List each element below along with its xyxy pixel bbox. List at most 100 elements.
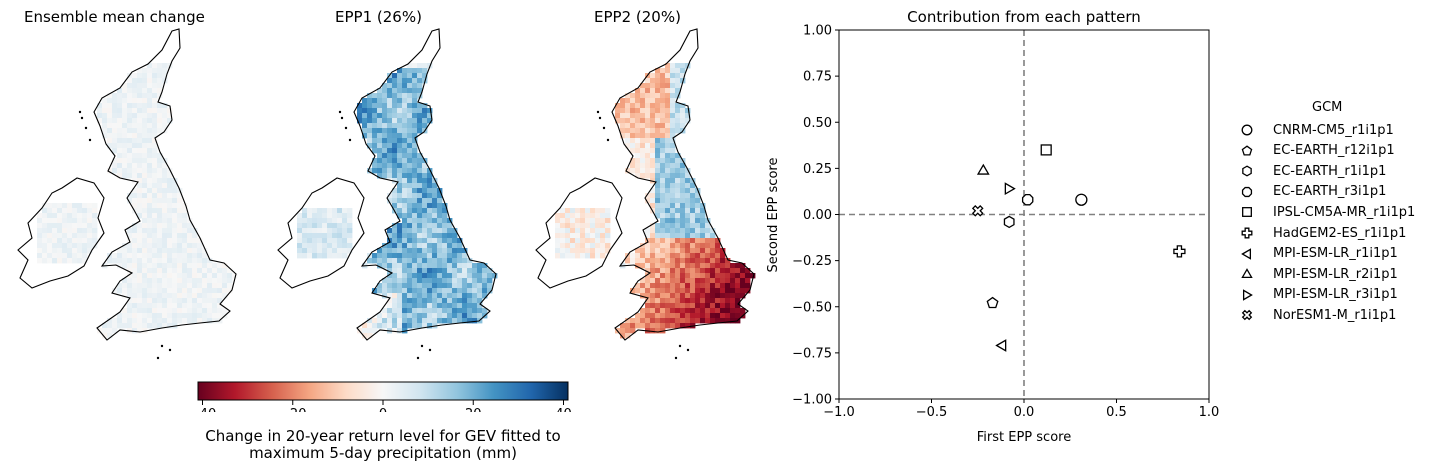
colorbar-tick-label: −20 [279, 407, 306, 412]
legend-title: GCM [1312, 100, 1343, 115]
coastline-ireland [277, 177, 365, 289]
map-title-epp2: EPP2 (20%) [594, 8, 681, 26]
map-field [297, 63, 498, 339]
legend-entry: MPI-ESM-LR_r3i1p1 [1238, 286, 1398, 304]
legend-marker [1241, 144, 1253, 156]
legend-entry: MPI-ESM-LR_r1i1p1 [1238, 245, 1398, 263]
island [348, 138, 352, 142]
legend-marker-icon [1241, 268, 1253, 279]
coastline-great-britain [353, 28, 497, 341]
map-title-ensemble-mean: Ensemble mean change [24, 8, 205, 26]
map-epp1 [277, 28, 498, 360]
legend-entry: NorESM1-M_r1i1p1 [1238, 306, 1396, 324]
data-point-ec-earth_r12i1p1 [986, 296, 999, 309]
island [678, 344, 682, 348]
legend-marker-icon [1241, 310, 1253, 321]
colorbar: −40 −20 0 20 40 [189, 381, 572, 412]
y-tick-label: 0.50 [803, 116, 832, 131]
legend-entry: HadGEM2-ES_r1i1p1 [1238, 224, 1406, 242]
colorbar-tick-label: −40 [189, 407, 216, 412]
colorbar-tick-label: 0 [379, 407, 387, 412]
island [674, 356, 678, 360]
island [686, 348, 690, 352]
data-point-hadgem2-es_r1i1p1 [1173, 245, 1186, 258]
island [84, 126, 88, 130]
legend-label: CNRM-CM5_r1i1p1 [1273, 122, 1394, 138]
map-field [555, 63, 756, 339]
legend-marker [1242, 165, 1252, 177]
data-point-mpi-esm-lr_r3i1p1 [1004, 182, 1016, 196]
island [340, 116, 344, 120]
island [168, 348, 172, 352]
legend-label: HadGEM2-ES_r1i1p1 [1273, 225, 1407, 241]
island [156, 356, 160, 360]
island [344, 126, 348, 130]
legend-marker [1241, 186, 1253, 197]
island [420, 344, 424, 348]
legend-label: EC-EARTH_r1i1p1 [1273, 163, 1387, 179]
colorbar-tick-label: 20 [465, 407, 482, 412]
map-title-epp1: EPP1 (26%) [335, 8, 422, 26]
legend-entry: EC-EARTH_r12i1p1 [1238, 142, 1395, 160]
y-tick-label: −0.50 [792, 300, 832, 315]
y-tick-label: 0.25 [803, 162, 832, 177]
map-epp2 [535, 28, 756, 360]
x-tick-label: −0.5 [916, 405, 948, 420]
coastline-ireland [17, 177, 105, 289]
y-tick-label: 1.00 [803, 24, 832, 39]
colorbar-label-line2: maximum 5-day precipitation (mm) [249, 444, 517, 462]
colorbar-gradient [197, 381, 569, 401]
x-tick-label: 1.0 [1199, 405, 1220, 420]
island [606, 138, 610, 142]
legend-marker [1241, 247, 1252, 260]
legend-marker-icon [1242, 289, 1253, 301]
legend-marker-icon [1241, 186, 1253, 197]
coastline-great-britain [93, 28, 237, 341]
y-tick-label: 0.75 [803, 70, 832, 85]
y-tick-label: −1.00 [792, 393, 832, 408]
colorbar-label-line1: Change in 20-year return level for GEV f… [205, 427, 561, 445]
chart-title: Contribution from each pattern [907, 8, 1141, 26]
data-point-ec-earth_r1i1p1 [1003, 215, 1015, 229]
legend-entry: MPI-ESM-LR_r2i1p1 [1238, 265, 1398, 283]
legend-label: MPI-ESM-LR_r1i1p1 [1273, 246, 1398, 262]
island [88, 138, 92, 142]
coastline-ireland [535, 177, 623, 289]
data-point-ec-earth_r3i1p1 [1021, 194, 1034, 206]
legend-marker [1242, 289, 1253, 301]
data-point-cnrm-cm5_r1i1p1 [1075, 193, 1088, 206]
data-point-mpi-esm-lr_r2i1p1 [976, 163, 990, 175]
x-axis-label: First EPP score [977, 430, 1071, 445]
scatter-chart: Contribution from each pattern −1.0 −0.5 0… [766, 8, 1220, 445]
island [416, 356, 420, 360]
legend-marker-icon [1241, 227, 1253, 239]
y-tick-label: −0.75 [792, 346, 832, 361]
x-tick-label: 0.5 [1106, 405, 1127, 420]
legend-marker [1242, 207, 1252, 218]
map-ensemble-mean [17, 28, 238, 360]
legend-entry: EC-EARTH_r1i1p1 [1238, 162, 1386, 180]
legend-marker [1241, 310, 1253, 321]
y-tick-label: −0.25 [792, 254, 832, 269]
legend-label: EC-EARTH_r3i1p1 [1273, 184, 1387, 200]
island [598, 116, 602, 120]
y-axis-label: Second EPP score [766, 158, 781, 273]
legend-label: MPI-ESM-LR_r3i1p1 [1273, 287, 1398, 303]
colorbar-tick-label: 40 [555, 407, 572, 412]
legend-marker-icon [1242, 207, 1252, 218]
island [80, 116, 84, 120]
legend-marker [1241, 227, 1253, 239]
legend-marker-icon [1242, 165, 1252, 177]
island [160, 344, 164, 348]
island [602, 126, 606, 130]
legend-entry: CNRM-CM5_r1i1p1 [1238, 121, 1394, 139]
legend-label: MPI-ESM-LR_r2i1p1 [1273, 266, 1398, 282]
legend-marker [1241, 268, 1253, 279]
island [428, 348, 432, 352]
legend-entry: EC-EARTH_r3i1p1 [1238, 183, 1386, 201]
x-tick-label: 0.0 [1014, 405, 1035, 420]
legend-label: IPSL-CM5A-MR_r1i1p1 [1273, 204, 1416, 220]
island [78, 110, 82, 114]
legend-marker-icon [1241, 247, 1252, 260]
x-tick-label: −1.0 [823, 405, 855, 420]
